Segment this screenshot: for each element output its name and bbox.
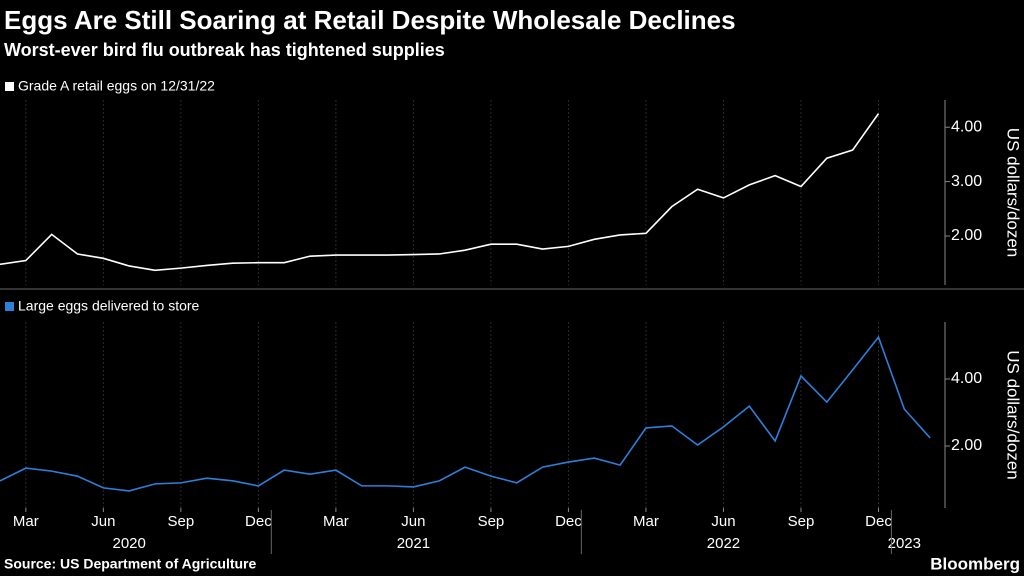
legend-swatch — [5, 302, 14, 311]
x-year-label: 2021 — [397, 535, 430, 552]
legend-swatch — [5, 82, 14, 91]
x-tick-label: Mar — [13, 513, 39, 530]
x-year-label: 2022 — [707, 535, 740, 552]
x-tick-label: Dec — [865, 513, 892, 530]
x-tick-label: Jun — [711, 513, 735, 530]
series-line — [0, 113, 880, 272]
chart-title: Eggs Are Still Soaring at Retail Despite… — [4, 5, 736, 35]
y-axis-label: US dollars/dozen — [1004, 350, 1023, 479]
x-year-label: 2020 — [113, 535, 146, 552]
series-line — [0, 335, 931, 492]
chart-subtitle: Worst-ever bird flu outbreak has tighten… — [4, 40, 445, 60]
y-tick-label: 4.00 — [951, 370, 982, 387]
x-tick-label: Jun — [401, 513, 425, 530]
y-axis-label: US dollars/dozen — [1004, 128, 1023, 257]
x-tick-label: Mar — [633, 513, 659, 530]
y-tick-label: 2.00 — [951, 227, 982, 244]
legend-label: Grade A retail eggs on 12/31/22 — [18, 78, 215, 94]
y-tick-label: 2.00 — [951, 437, 982, 454]
legend-label: Large eggs delivered to store — [18, 298, 200, 314]
y-tick-label: 4.00 — [951, 118, 982, 135]
x-tick-label: Dec — [245, 513, 272, 530]
brand: Bloomberg — [930, 554, 1020, 573]
y-tick-label: 3.00 — [951, 173, 982, 190]
source: Source: US Department of Agriculture — [4, 556, 257, 572]
x-tick-label: Sep — [788, 513, 815, 530]
x-tick-label: Mar — [323, 513, 349, 530]
x-tick-label: Dec — [555, 513, 582, 530]
x-tick-label: Jun — [91, 513, 115, 530]
x-tick-label: Sep — [478, 513, 505, 530]
x-tick-label: Sep — [168, 513, 195, 530]
x-year-label: 2023 — [888, 535, 921, 552]
